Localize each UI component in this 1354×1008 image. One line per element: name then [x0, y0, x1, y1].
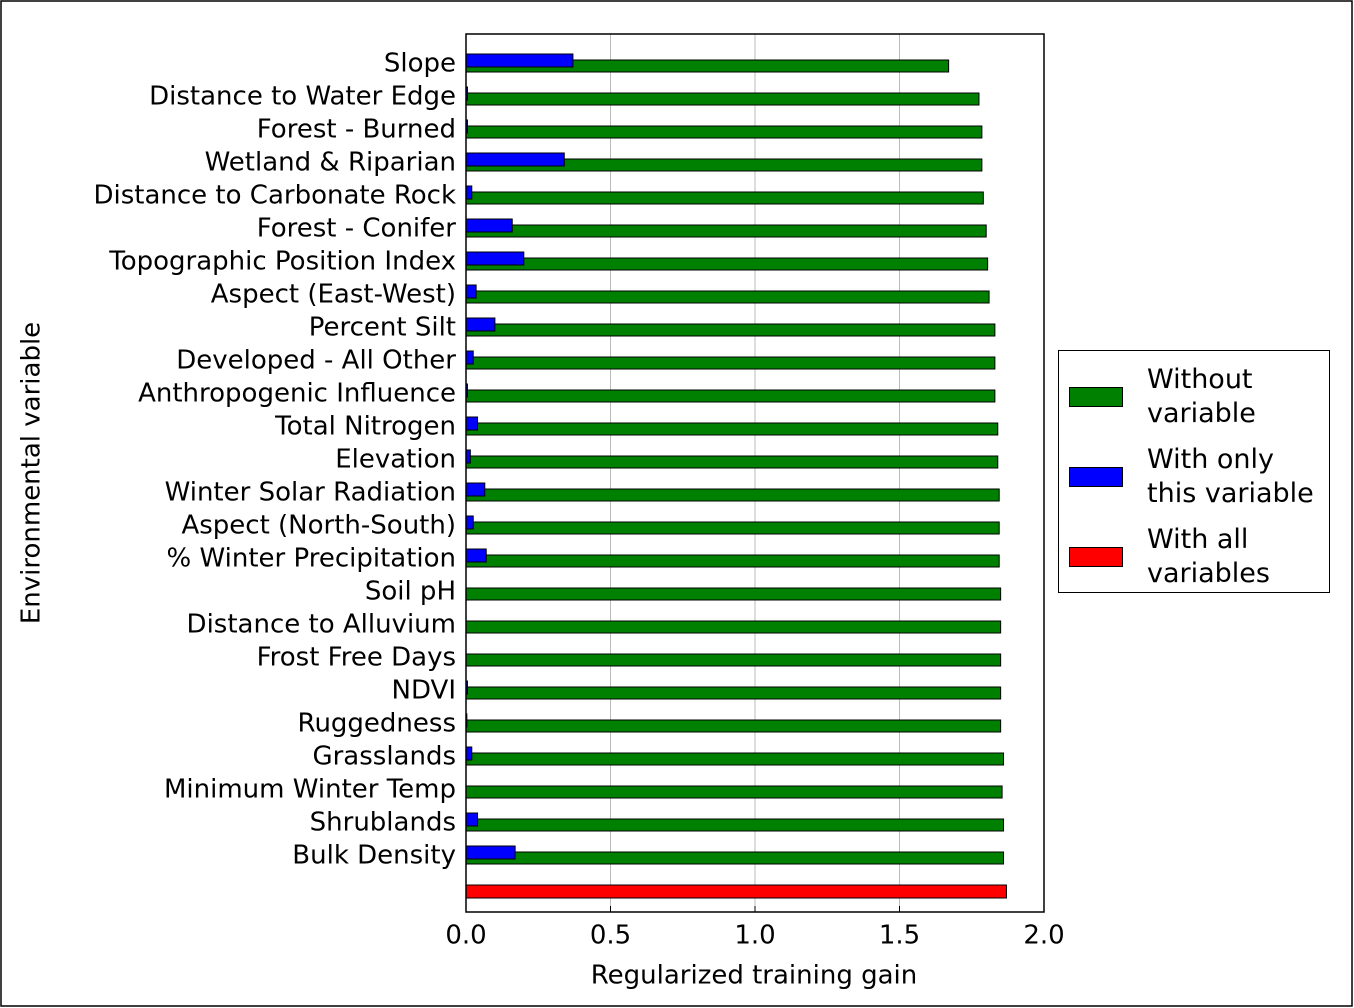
y-tick-label: Soil pH: [365, 577, 456, 607]
bar: [465, 845, 516, 860]
y-tick-label: Forest - Conifer: [257, 214, 457, 244]
legend-swatch: [1069, 467, 1123, 487]
y-tick-label: Aspect (North-South): [181, 511, 456, 541]
bar: [465, 350, 474, 365]
y-tick-label: Total Nitrogen: [274, 412, 456, 442]
bar: [465, 455, 999, 469]
bar: [465, 290, 990, 304]
bar: [465, 818, 1005, 832]
y-tick-label: Forest - Burned: [257, 115, 456, 145]
bar: [465, 284, 477, 299]
bar: [465, 785, 1003, 799]
y-tick-label: Developed - All Other: [176, 346, 456, 376]
bar: [465, 554, 1000, 568]
bar: [465, 317, 496, 332]
bar: [465, 92, 980, 106]
y-tick-label: Elevation: [335, 445, 456, 475]
y-tick-label: Distance to Water Edge: [149, 82, 456, 112]
bar: [465, 851, 1005, 865]
y-tick-label: Grasslands: [312, 742, 456, 772]
y-tick-label: Distance to Carbonate Rock: [93, 181, 456, 211]
x-tick-label: 0.0: [445, 921, 486, 951]
legend-swatch: [1069, 387, 1123, 407]
y-tick-label: Ruggedness: [298, 709, 456, 739]
bar: [465, 422, 999, 436]
bar: [465, 488, 1000, 502]
bar: [465, 323, 996, 337]
y-tick-label: % Winter Precipitation: [167, 544, 456, 574]
bar: [465, 653, 1002, 667]
y-tick-label: Slope: [384, 49, 456, 79]
x-tick-label: 2.0: [1023, 921, 1064, 951]
bar: [465, 620, 1002, 634]
bar: [465, 152, 565, 167]
bar: [465, 185, 473, 200]
y-axis-label: Environmental variable: [17, 322, 47, 624]
bar: [465, 587, 1002, 601]
legend-item: With only this variable: [1069, 443, 1325, 511]
legend-swatch: [1069, 547, 1123, 567]
bar: [465, 224, 987, 238]
y-tick-label: Wetland & Riparian: [205, 148, 456, 178]
y-tick-label: Winter Solar Radiation: [165, 478, 456, 508]
legend: Without variable With only this variable W…: [1058, 350, 1330, 593]
bar: [465, 521, 1000, 535]
bar: [465, 719, 1002, 733]
bar: [465, 356, 996, 370]
y-tick-label: Distance to Alluvium: [187, 610, 456, 640]
legend-label: Without variable: [1147, 364, 1256, 429]
x-tick-label: 1.0: [734, 921, 775, 951]
y-tick-label: Percent Silt: [309, 313, 456, 343]
plot-frame: [465, 33, 1045, 913]
legend-item: Without variable: [1069, 363, 1325, 431]
y-tick-label: Minimum Winter Temp: [164, 775, 456, 805]
bar: [465, 191, 984, 205]
bar: [465, 389, 996, 403]
y-tick-label: Bulk Density: [292, 841, 456, 871]
legend-label: With only this variable: [1147, 444, 1314, 509]
bar: [465, 746, 473, 761]
y-tick-label: Anthropogenic Influence: [138, 379, 456, 409]
bar: [465, 251, 525, 266]
x-axis-label: Regularized training gain: [591, 961, 918, 991]
x-tick-label: 1.5: [879, 921, 920, 951]
bar: [465, 125, 983, 139]
bar: [465, 812, 479, 827]
x-tick-label: 0.5: [590, 921, 631, 951]
bar: [465, 53, 574, 68]
bar: [465, 257, 989, 271]
y-tick-label: Frost Free Days: [257, 643, 456, 673]
y-tick-label: NDVI: [392, 676, 456, 706]
bar: [465, 884, 1007, 899]
y-tick-label: Shrublands: [310, 808, 456, 838]
legend-label: With all variables: [1147, 524, 1270, 589]
bar: [465, 515, 474, 530]
y-tick-label: Topographic Position Index: [108, 247, 456, 277]
bar: [465, 416, 479, 431]
bar: [465, 686, 1002, 700]
bar: [465, 218, 513, 233]
bar: [465, 548, 487, 563]
legend-item: With all variables: [1069, 523, 1325, 591]
bar: [465, 482, 486, 497]
y-tick-label: Aspect (East-West): [211, 280, 456, 310]
bar: [465, 752, 1005, 766]
